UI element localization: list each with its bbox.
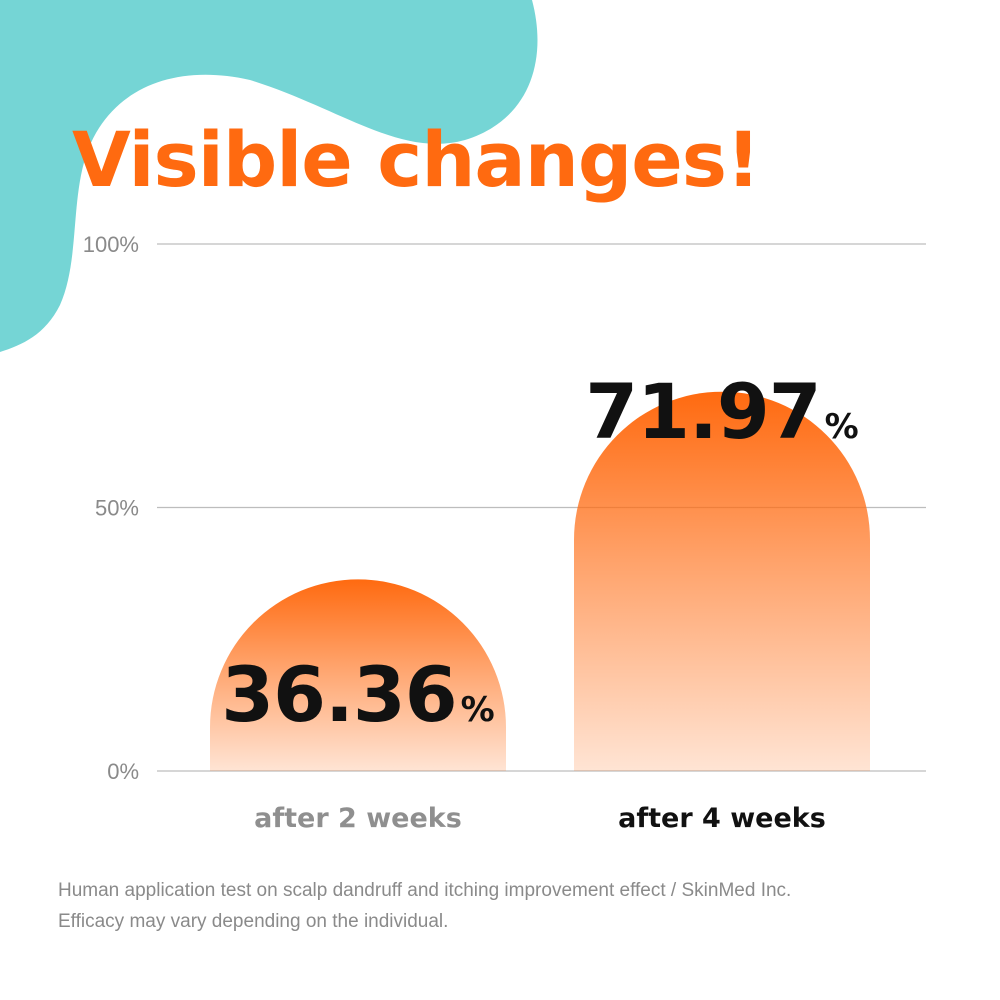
bar-value-label-2: 71.97% bbox=[585, 367, 858, 456]
category-label-2: after 4 weeks bbox=[618, 803, 826, 834]
bar-value-label-1: 36.36% bbox=[221, 650, 494, 739]
labels-layer: 36.36 % after 2 weeks 71.97 % after 4 weeks bbox=[221, 367, 858, 834]
bar-2 bbox=[574, 391, 870, 771]
footnote-line-2: Efficacy may vary depending on the indiv… bbox=[58, 911, 449, 932]
bars-layer bbox=[210, 391, 870, 771]
decorative-blob-shape bbox=[0, 0, 538, 352]
y-tick-label-50: 50% bbox=[95, 496, 139, 521]
bar-1 bbox=[210, 579, 506, 771]
footnote-line-1: Human application test on scalp dandruff… bbox=[58, 880, 792, 901]
y-tick-label-100: 100% bbox=[83, 232, 139, 257]
category-label-1: after 2 weeks bbox=[254, 803, 462, 834]
headline: Visible changes! bbox=[72, 115, 760, 204]
y-tick-label-0: 0% bbox=[107, 759, 139, 784]
